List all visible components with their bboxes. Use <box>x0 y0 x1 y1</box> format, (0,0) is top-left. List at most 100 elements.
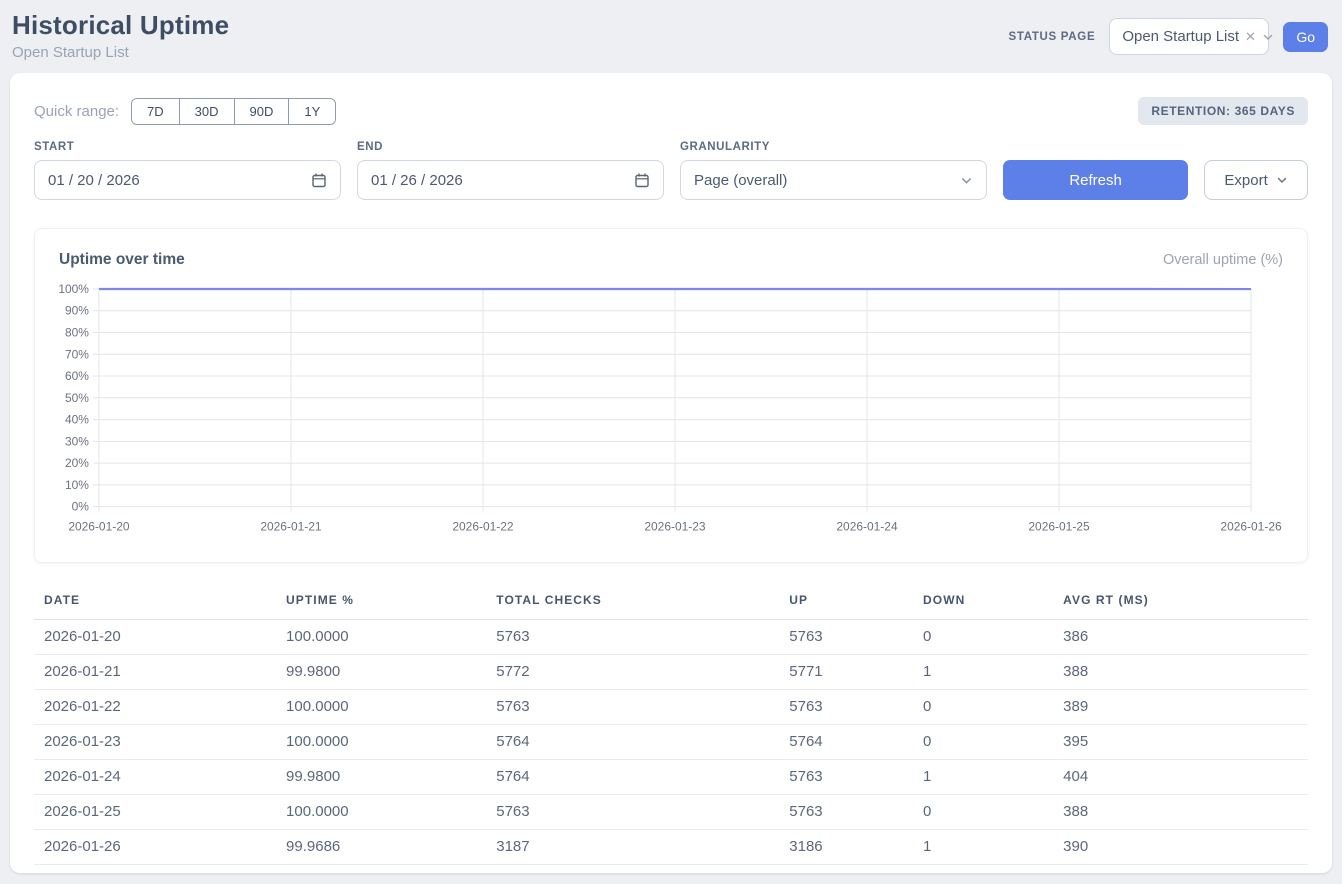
table-cell: 388 <box>1053 795 1308 830</box>
table-cell: 386 <box>1053 620 1308 655</box>
quick-range-row: Quick range: 7D30D90D1Y RETENTION: 365 D… <box>34 97 1308 125</box>
chart-legend: Overall uptime (%) <box>1163 252 1283 268</box>
main-panel: Quick range: 7D30D90D1Y RETENTION: 365 D… <box>10 73 1332 873</box>
table-cell: 5763 <box>779 690 913 725</box>
quick-range-7d-button[interactable]: 7D <box>132 99 179 124</box>
table-cell: 100.0000 <box>276 725 486 760</box>
export-button[interactable]: Export <box>1204 160 1308 200</box>
table-cell: 99.9800 <box>276 655 486 690</box>
svg-text:2026-01-23: 2026-01-23 <box>644 520 706 534</box>
column-header: DOWN <box>913 585 1053 620</box>
end-label: END <box>357 141 664 153</box>
table-cell: 2026-01-25 <box>34 795 276 830</box>
table-cell: 5763 <box>486 620 779 655</box>
table-cell: 5764 <box>486 760 779 795</box>
export-label: Export <box>1224 172 1267 189</box>
page-title: Historical Uptime <box>12 10 229 41</box>
uptime-chart: 0%10%20%30%40%50%60%70%80%90%100%2026-01… <box>59 279 1283 535</box>
table-cell: 5764 <box>779 725 913 760</box>
table-cell: 99.9686 <box>276 830 486 865</box>
start-date-value: 01 / 20 / 2026 <box>48 172 140 189</box>
clear-icon[interactable]: ✕ <box>1245 30 1256 43</box>
svg-text:40%: 40% <box>65 413 89 427</box>
table-header-row: DATEUPTIME %TOTAL CHECKSUPDOWNAVG RT (MS… <box>34 585 1308 620</box>
status-page-label: STATUS PAGE <box>1008 31 1095 43</box>
table-cell: 1 <box>913 655 1053 690</box>
status-page-value: Open Startup List <box>1122 28 1239 45</box>
table-row: 2026-01-23100.0000576457640395 <box>34 725 1308 760</box>
calendar-icon[interactable] <box>634 172 650 188</box>
column-header: AVG RT (MS) <box>1053 585 1308 620</box>
granularity-label: GRANULARITY <box>680 141 987 153</box>
svg-text:2026-01-25: 2026-01-25 <box>1028 520 1090 534</box>
status-page-select[interactable]: Open Startup List ✕ <box>1109 18 1269 55</box>
quick-range-group: 7D30D90D1Y <box>131 98 336 125</box>
svg-text:2026-01-20: 2026-01-20 <box>68 520 130 534</box>
svg-text:100%: 100% <box>58 282 89 296</box>
table-cell: 2026-01-24 <box>34 760 276 795</box>
table-cell: 5763 <box>779 620 913 655</box>
table-row: 2026-01-2699.9686318731861390 <box>34 830 1308 865</box>
table-cell: 5764 <box>486 725 779 760</box>
table-cell: 100.0000 <box>276 620 486 655</box>
quick-range-30d-button[interactable]: 30D <box>179 99 234 124</box>
quick-range-label: Quick range: <box>34 103 119 120</box>
svg-text:80%: 80% <box>65 326 89 340</box>
table-cell: 390 <box>1053 830 1308 865</box>
table-cell: 0 <box>913 725 1053 760</box>
column-header: TOTAL CHECKS <box>486 585 779 620</box>
table-cell: 0 <box>913 690 1053 725</box>
chart-area: 0%10%20%30%40%50%60%70%80%90%100%2026-01… <box>59 279 1283 535</box>
svg-text:2026-01-24: 2026-01-24 <box>836 520 898 534</box>
table-cell: 3187 <box>486 830 779 865</box>
uptime-table: DATEUPTIME %TOTAL CHECKSUPDOWNAVG RT (MS… <box>34 585 1308 865</box>
table-cell: 5772 <box>486 655 779 690</box>
table-cell: 2026-01-21 <box>34 655 276 690</box>
end-date-input[interactable]: 01 / 26 / 2026 <box>357 160 664 200</box>
svg-text:30%: 30% <box>65 434 89 448</box>
column-header: UP <box>779 585 913 620</box>
table-cell: 388 <box>1053 655 1308 690</box>
start-label: START <box>34 141 341 153</box>
chevron-down-icon <box>1262 31 1274 43</box>
table-row: 2026-01-2499.9800576457631404 <box>34 760 1308 795</box>
table-row: 2026-01-25100.0000576357630388 <box>34 795 1308 830</box>
table-cell: 100.0000 <box>276 690 486 725</box>
topbar: Historical Uptime Open Startup List STAT… <box>0 0 1342 61</box>
go-button[interactable]: Go <box>1283 22 1328 52</box>
granularity-field: GRANULARITY Page (overall) <box>680 141 987 200</box>
table-cell: 2026-01-22 <box>34 690 276 725</box>
svg-text:2026-01-21: 2026-01-21 <box>260 520 322 534</box>
table-cell: 0 <box>913 620 1053 655</box>
table-cell: 1 <box>913 760 1053 795</box>
svg-text:90%: 90% <box>65 304 89 318</box>
table-cell: 3186 <box>779 830 913 865</box>
table-cell: 389 <box>1053 690 1308 725</box>
chart-card: Uptime over time Overall uptime (%) 0%10… <box>34 228 1308 563</box>
table-cell: 5763 <box>779 760 913 795</box>
refresh-button[interactable]: Refresh <box>1003 160 1188 200</box>
column-header: DATE <box>34 585 276 620</box>
end-field: END 01 / 26 / 2026 <box>357 141 664 200</box>
header-titles: Historical Uptime Open Startup List <box>12 10 229 61</box>
table-cell: 1 <box>913 830 1053 865</box>
granularity-select[interactable]: Page (overall) <box>680 160 987 200</box>
svg-text:60%: 60% <box>65 369 89 383</box>
table-cell: 2026-01-26 <box>34 830 276 865</box>
table-cell: 5763 <box>779 795 913 830</box>
chevron-down-icon <box>1276 174 1288 186</box>
table-cell: 404 <box>1053 760 1308 795</box>
filter-row: START 01 / 20 / 2026 END 01 / 26 / 2026 … <box>34 141 1308 200</box>
column-header: UPTIME % <box>276 585 486 620</box>
status-page-controls: STATUS PAGE Open Startup List ✕ Go <box>1008 18 1328 55</box>
page-subtitle: Open Startup List <box>12 44 229 61</box>
retention-badge: RETENTION: 365 DAYS <box>1138 97 1308 125</box>
table-cell: 99.9800 <box>276 760 486 795</box>
start-field: START 01 / 20 / 2026 <box>34 141 341 200</box>
quick-range-90d-button[interactable]: 90D <box>234 99 289 124</box>
table-body: 2026-01-20100.00005763576303862026-01-21… <box>34 620 1308 865</box>
svg-text:20%: 20% <box>65 456 89 470</box>
calendar-icon[interactable] <box>311 172 327 188</box>
quick-range-1y-button[interactable]: 1Y <box>288 99 335 124</box>
start-date-input[interactable]: 01 / 20 / 2026 <box>34 160 341 200</box>
